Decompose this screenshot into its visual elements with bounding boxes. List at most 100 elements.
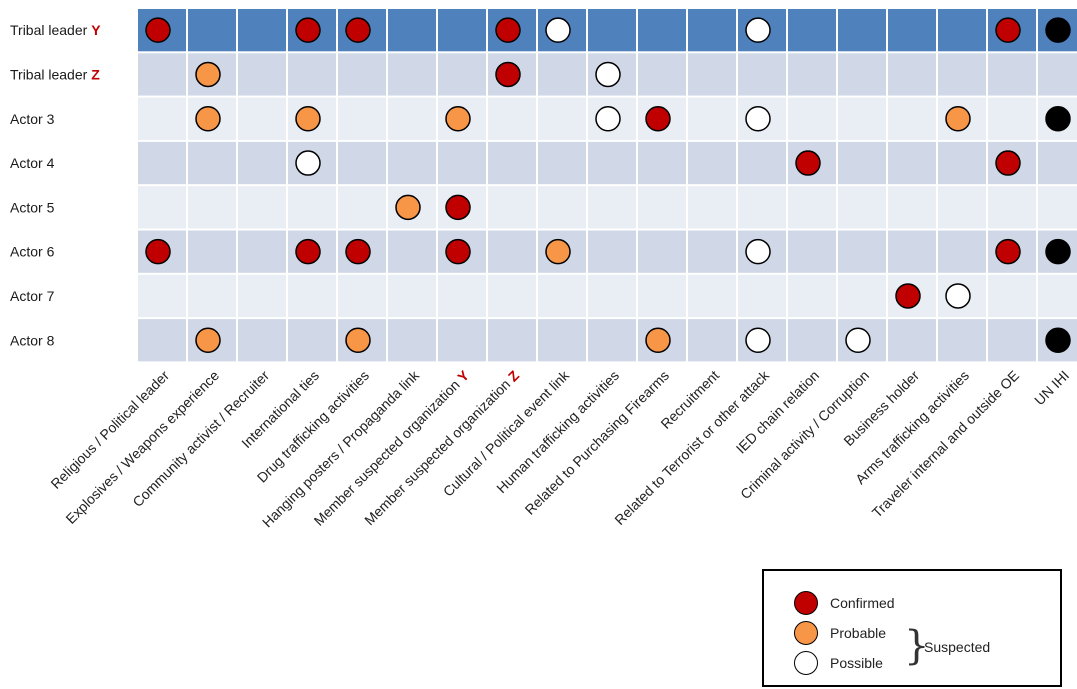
matrix-cell [488,141,536,185]
matrix-cell [638,9,686,52]
matrix-cell [688,53,736,96]
matrix-cell [1038,53,1077,96]
matrix-cell [988,319,1036,362]
matrix-cell [438,53,486,96]
matrix-cell [388,274,436,318]
matrix-cell [638,186,686,229]
confirmed-dot-icon [794,591,818,615]
confirmed-marker [895,283,921,309]
possible-marker [745,238,771,265]
matrix-cell [888,53,936,96]
confirmed-marker [295,238,321,265]
confirmed-marker [445,194,471,221]
matrix-cell [338,53,386,96]
matrix-cell [938,141,986,185]
matrix-cell [988,97,1036,140]
matrix-cell [888,141,936,185]
probable-marker [945,106,971,132]
matrix-cell [838,53,886,96]
confirmed-marker [145,238,171,265]
probable-marker [445,106,471,132]
matrix-cell [588,9,636,52]
possible-marker [745,327,771,353]
matrix-marks [145,17,1071,353]
matrix-cell [888,230,936,273]
matrix-cell [738,141,786,185]
confirmed-marker [795,150,821,176]
legend-confirmed-label: Confirmed [830,595,895,611]
matrix-cell [388,97,436,140]
row-label: Tribal leader Y [10,22,101,38]
legend-probable-label: Probable [830,625,887,641]
matrix-cell [388,9,436,52]
probable-dot-icon [794,621,818,645]
matrix-cell [838,97,886,140]
matrix-cell [438,9,486,52]
matrix-cell [788,186,836,229]
possible-marker [845,327,871,353]
matrix-cell [988,186,1036,229]
matrix-cell [938,230,986,273]
matrix-cell [288,53,336,96]
row-label: Actor 6 [10,244,55,260]
row-label: Actor 8 [10,332,55,348]
probable-marker [345,327,371,353]
matrix-cell [538,319,586,362]
confirmed-marker [995,150,1021,176]
confirmed-marker [995,238,1021,265]
matrix-cell [538,186,586,229]
matrix-cell [988,53,1036,96]
matrix-cell [238,319,286,362]
confirmed-marker [445,238,471,265]
matrix-cell [238,230,286,273]
matrix-cell [688,9,736,52]
matrix-cell [838,186,886,229]
matrix-cell [588,186,636,229]
matrix-cell [838,141,886,185]
matrix-cell [538,141,586,185]
matrix-cell [588,274,636,318]
matrix-cell [688,141,736,185]
probable-marker [195,327,221,353]
matrix-cell [238,274,286,318]
matrix-cell [588,230,636,273]
legend-confirmed: Confirmed [794,591,895,615]
actor-activity-matrix: Tribal leader Y Tribal leader Z Actor 3 Act… [10,9,1077,531]
matrix-cell [788,319,836,362]
matrix-cell [638,53,686,96]
matrix-cell [238,9,286,52]
possible-marker [945,283,971,309]
row-label: Actor 5 [10,199,55,215]
matrix-cell [388,230,436,273]
matrix-cell [738,53,786,96]
matrix-cell [1038,274,1077,318]
matrix-cell [638,230,686,273]
probable-marker [195,106,221,132]
possible-marker [295,150,321,176]
matrix-cell [788,274,836,318]
matrix-cell [138,186,186,229]
matrix-cell [938,53,986,96]
matrix-cell [1038,141,1077,185]
brace-icon: } [904,623,930,669]
matrix-cell [838,230,886,273]
legend-suspected-label: Suspected [924,639,991,655]
matrix-cell [688,230,736,273]
matrix-cell [688,97,736,140]
row-labels: Tribal leader Y Tribal leader Z Actor 3 Act… [10,22,101,348]
matrix-cell [988,274,1036,318]
matrix-cell [938,186,986,229]
matrix-cell [938,319,986,362]
possible-marker [545,17,571,43]
confirmed-marker [345,17,371,43]
probable-marker [645,327,671,353]
possible-marker [745,106,771,132]
matrix-cell [688,274,736,318]
legend: Confirmed Probable Possible } Suspected [762,569,1062,687]
matrix-cell [238,141,286,185]
confirmed-marker [495,17,521,43]
matrix-cell [138,141,186,185]
confirmed-marker [995,17,1021,43]
matrix-cell [938,9,986,52]
